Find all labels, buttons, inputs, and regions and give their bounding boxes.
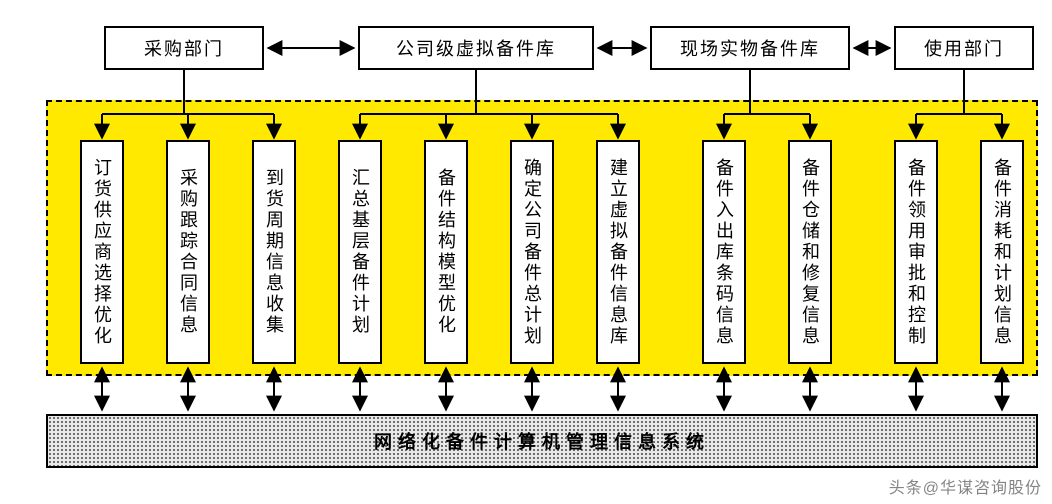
process-label: 建立虚拟备件信息库 bbox=[598, 146, 638, 358]
process-label: 备件入出库条码信息 bbox=[704, 146, 744, 358]
process-label: 到货周期信息收集 bbox=[254, 146, 294, 358]
process-box-2: 到货周期信息收集 bbox=[252, 140, 296, 364]
process-box-5: 确定公司备件总计划 bbox=[510, 140, 554, 364]
process-box-7: 备件入出库条码信息 bbox=[702, 140, 746, 364]
process-label: 备件领用审批和控制 bbox=[896, 146, 936, 358]
process-box-6: 建立虚拟备件信息库 bbox=[596, 140, 640, 364]
process-box-8: 备件仓储和修复信息 bbox=[788, 140, 832, 364]
bottom-system-bar: 网络化备件计算机管理信息系统 bbox=[46, 414, 1038, 468]
process-box-0: 订货供应商选择优化 bbox=[80, 140, 124, 364]
process-box-1: 采购跟踪合同信息 bbox=[166, 140, 210, 364]
process-label: 备件结构模型优化 bbox=[426, 146, 466, 358]
top-box-1: 公司级虚拟备件库 bbox=[358, 26, 594, 70]
process-label: 汇总基层备件计划 bbox=[340, 146, 380, 358]
process-label: 采购跟踪合同信息 bbox=[168, 146, 208, 358]
process-label: 备件消耗和计划信息 bbox=[982, 146, 1022, 358]
process-label: 订货供应商选择优化 bbox=[82, 146, 122, 358]
top-box-0: 采购部门 bbox=[104, 26, 264, 70]
process-label: 备件仓储和修复信息 bbox=[790, 146, 830, 358]
bottom-label: 网络化备件计算机管理信息系统 bbox=[374, 428, 710, 454]
diagram-root: 采购部门 公司级虚拟备件库 现场实物备件库使用部门 订货供应商选择优化 采购跟踪合同信… bbox=[0, 0, 1052, 504]
top-box-2: 现场实物备件库 bbox=[650, 26, 850, 70]
top-box-3: 使用部门 bbox=[894, 26, 1034, 70]
process-label: 确定公司备件总计划 bbox=[512, 146, 552, 358]
process-box-9: 备件领用审批和控制 bbox=[894, 140, 938, 364]
process-box-10: 备件消耗和计划信息 bbox=[980, 140, 1024, 364]
process-box-3: 汇总基层备件计划 bbox=[338, 140, 382, 364]
watermark: 头条@华谋咨询股份 bbox=[889, 474, 1042, 498]
process-box-4: 备件结构模型优化 bbox=[424, 140, 468, 364]
